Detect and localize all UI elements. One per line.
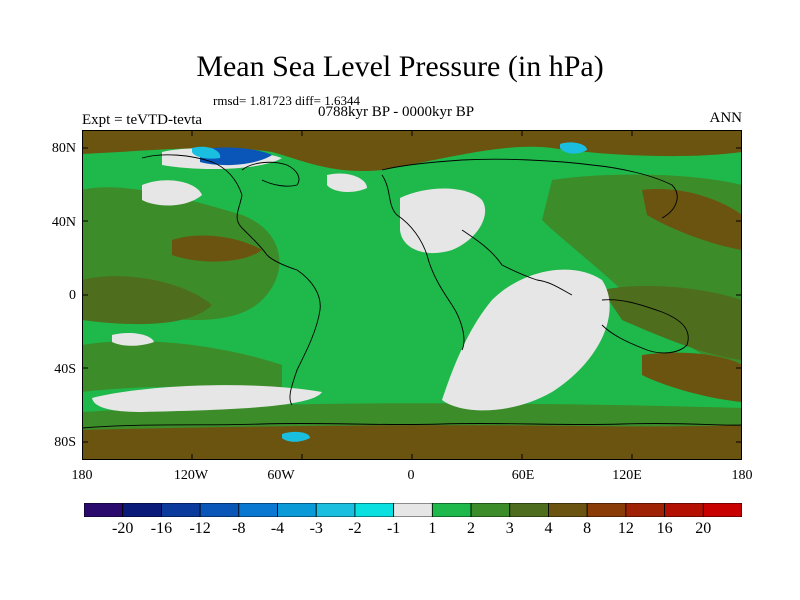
field-brown-arctic xyxy=(82,130,742,171)
colorbar-swatch-3 xyxy=(199,503,240,517)
field-brown-south-pacific xyxy=(642,352,742,402)
field-brown-antarctica xyxy=(82,425,742,460)
colorbar-swatch-7 xyxy=(354,503,395,517)
lat-tick-40n: 40N xyxy=(51,215,76,230)
colorbar-label-2: -12 xyxy=(189,520,211,537)
colorbar-swatch-6 xyxy=(315,503,356,517)
field-brown-east-asia xyxy=(642,189,742,250)
colorbar-swatch-1 xyxy=(122,503,162,517)
experiment-label: Expt = teVTD-tevta xyxy=(82,112,203,128)
colorbar-swatch-10 xyxy=(470,503,511,517)
field-olive-indopac xyxy=(602,285,742,360)
colorbar-swatch-4 xyxy=(238,503,278,517)
field-olive-eastpac xyxy=(82,276,212,325)
colorbar-label-8: 1 xyxy=(428,520,437,537)
field-gray-pacific-sw xyxy=(112,332,154,346)
stats-label: rmsd= 1.81723 diff= 1.6344 xyxy=(213,93,360,108)
field-gray-atlantic-n xyxy=(327,173,367,192)
colorbar-label-1: -16 xyxy=(150,520,173,537)
colorbar-label-0: -20 xyxy=(112,520,134,537)
season-label: ANN xyxy=(709,110,743,126)
colorbar-label-14: 16 xyxy=(656,520,673,537)
lat-tick-80n: 80N xyxy=(51,141,76,156)
lon-tick-60e: 60E xyxy=(511,468,535,483)
colorbar-swatch-5 xyxy=(277,503,317,517)
colorbar-swatch-2 xyxy=(161,503,201,517)
lon-tick-60w: 60W xyxy=(267,468,295,483)
period-label: 0788kyr BP - 0000kyr BP xyxy=(318,104,475,120)
lon-tick-120w: 120W xyxy=(173,468,209,483)
colorbar-label-13: 12 xyxy=(617,520,634,537)
lon-tick-180e: 180 xyxy=(731,468,753,483)
lon-tick-120e: 120E xyxy=(612,468,642,483)
field-gray-atlantic-s xyxy=(92,385,322,412)
colorbar-label-3: -8 xyxy=(232,520,246,537)
field-gray-pacific-n xyxy=(142,180,202,206)
colorbar-swatch-12 xyxy=(548,503,588,517)
lat-tick-80s: 80S xyxy=(54,435,76,450)
colorbar-swatch-0 xyxy=(84,503,124,517)
lon-tick-180w: 180 xyxy=(71,468,93,483)
colorbar-swatch-15 xyxy=(664,503,704,517)
colorbar-label-10: 3 xyxy=(505,520,514,537)
field-brown-tropical-pac xyxy=(172,235,262,262)
field-gray-indian xyxy=(442,269,610,411)
pressure-map xyxy=(82,130,742,460)
colorbar-swatch-11 xyxy=(509,503,549,517)
lat-tick-0: 0 xyxy=(69,288,76,303)
field-cyan-antarctic xyxy=(282,431,310,442)
field-gray-nafrica xyxy=(400,188,486,254)
field-cyan-greenland xyxy=(192,146,221,159)
colorbar-label-15: 20 xyxy=(695,520,712,537)
colorbar-swatch-16 xyxy=(702,503,742,517)
coastlines xyxy=(82,154,742,429)
map-title: Mean Sea Level Pressure (in hPa) xyxy=(196,50,604,83)
colorbar-label-5: -3 xyxy=(309,520,323,537)
colorbar-label-9: 2 xyxy=(467,520,476,537)
colorbar-swatch-13 xyxy=(586,503,627,517)
colorbar-swatch-8 xyxy=(393,503,433,517)
map-ticks xyxy=(82,130,742,460)
colorbar-label-6: -2 xyxy=(348,520,362,537)
field-cyan-arctic-e xyxy=(560,142,587,154)
lon-tick-0: 0 xyxy=(407,468,415,483)
colorbar-label-11: 4 xyxy=(544,520,553,537)
field-darkgreen-southpac xyxy=(82,341,282,392)
colorbar-swatch-14 xyxy=(625,503,665,517)
colorbar xyxy=(84,503,742,517)
colorbar-swatch-9 xyxy=(431,503,472,517)
colorbar-label-12: 8 xyxy=(583,520,592,537)
colorbar-label-7: -1 xyxy=(386,520,401,537)
colorbar-label-4: -4 xyxy=(270,520,285,537)
lat-tick-40s: 40S xyxy=(54,362,76,377)
